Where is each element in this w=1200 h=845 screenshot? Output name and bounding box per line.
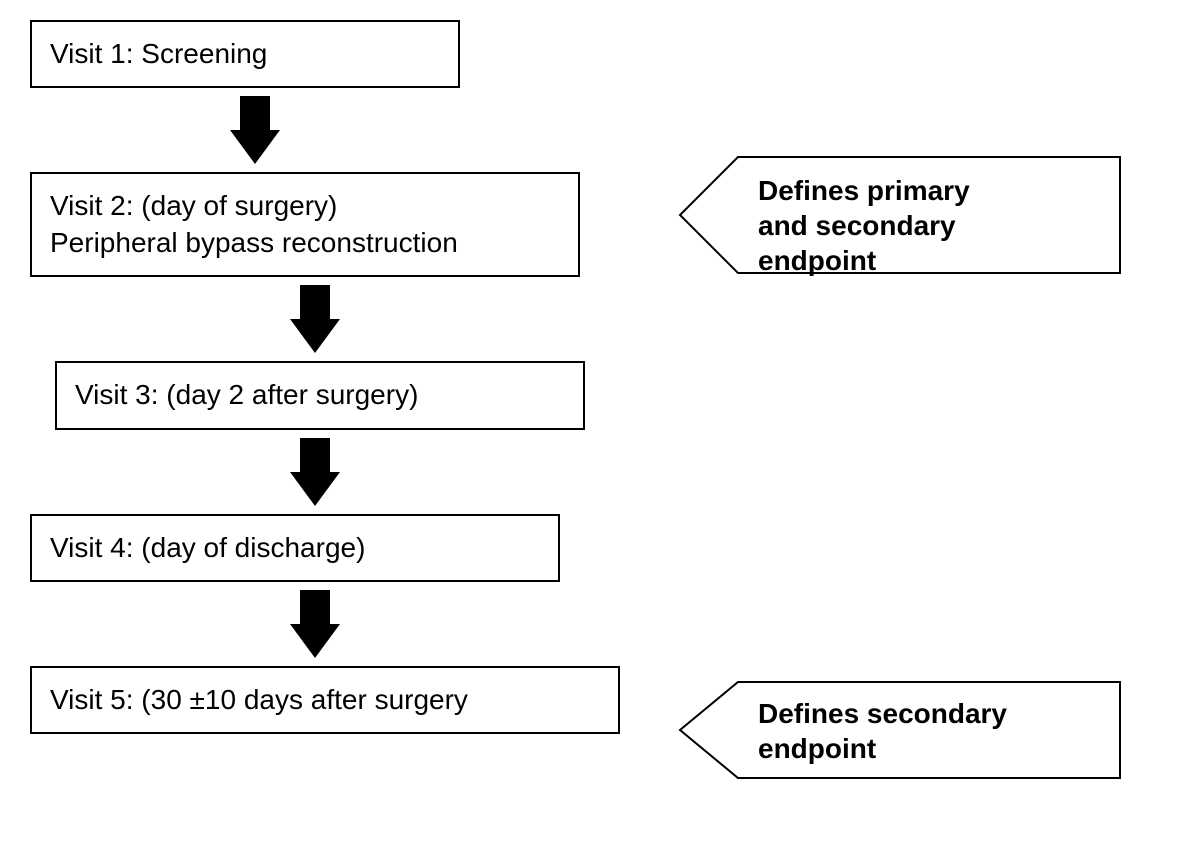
callout-1-line1: Defines primary	[758, 175, 970, 206]
arrow-2	[290, 285, 620, 353]
visit-2-line1: Visit 2: (day of surgery)	[50, 190, 337, 221]
down-arrow-icon	[290, 590, 340, 658]
visit-5-label: Visit 5: (30 ±10 days after surgery	[50, 684, 468, 715]
callout-1-line2: and secondary	[758, 210, 956, 241]
visit-3-label: Visit 3: (day 2 after surgery)	[75, 379, 418, 410]
visit-1-box: Visit 1: Screening	[30, 20, 460, 88]
callout-1-line3: endpoint	[758, 245, 876, 276]
visit-4-label: Visit 4: (day of discharge)	[50, 532, 365, 563]
down-arrow-icon	[230, 96, 280, 164]
down-arrow-icon	[290, 438, 340, 506]
visit-2-box: Visit 2: (day of surgery) Peripheral byp…	[30, 172, 580, 277]
callout-2-line1: Defines secondary	[758, 698, 1007, 729]
down-arrow-icon	[290, 285, 340, 353]
visit-2-line2: Peripheral bypass reconstruction	[50, 227, 458, 258]
arrow-3	[290, 438, 620, 506]
visit-5-box: Visit 5: (30 ±10 days after surgery	[30, 666, 620, 734]
arrow-1	[230, 96, 620, 164]
callout-1-text: Defines primary and secondary endpoint	[758, 173, 1108, 278]
callout-2-line2: endpoint	[758, 733, 876, 764]
visit-4-box: Visit 4: (day of discharge)	[30, 514, 560, 582]
visit-1-label: Visit 1: Screening	[50, 38, 267, 69]
visit-3-box: Visit 3: (day 2 after surgery)	[55, 361, 585, 429]
arrow-4	[290, 590, 620, 658]
callout-2-text: Defines secondary endpoint	[758, 696, 1108, 766]
flowchart-container: Visit 1: Screening Visit 2: (day of surg…	[30, 20, 620, 734]
